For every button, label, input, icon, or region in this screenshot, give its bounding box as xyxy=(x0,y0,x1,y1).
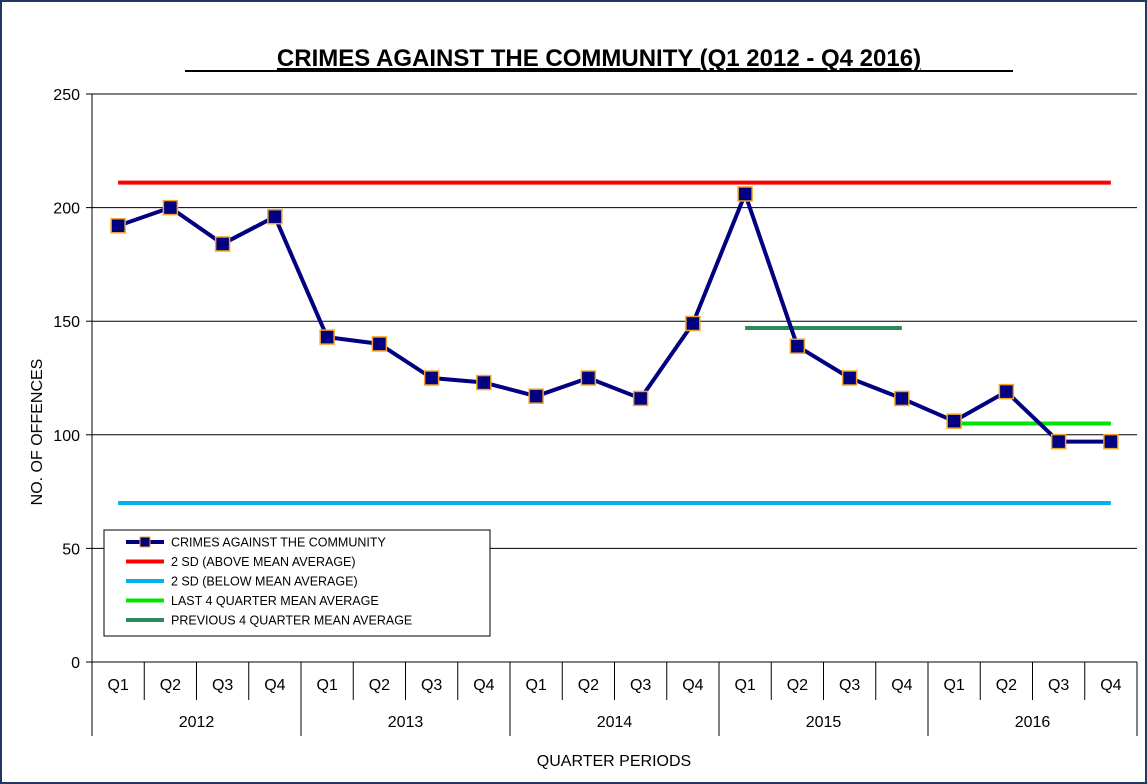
data-point xyxy=(110,218,126,234)
data-point xyxy=(580,370,597,386)
x-tick-label: Q3 xyxy=(1048,677,1069,694)
data-point xyxy=(1050,433,1067,450)
legend-item-prev-4q: PREVIOUS 4 QUARTER MEAN AVERAGE xyxy=(126,614,412,628)
x-tick-label: Q2 xyxy=(369,677,390,694)
y-tick-label: 250 xyxy=(53,87,80,104)
x-tick-label: Q1 xyxy=(525,677,546,694)
x-tick-label: Q1 xyxy=(316,677,337,694)
legend-item-crimes: CRIMES AGAINST THE COMMUNITY xyxy=(126,536,387,550)
year-label-2014: 2014 xyxy=(597,714,633,731)
data-point xyxy=(998,383,1015,400)
data-point xyxy=(1103,433,1119,450)
series-crimes xyxy=(110,186,1119,450)
data-point xyxy=(528,388,544,404)
x-tick-label: Q2 xyxy=(787,677,808,694)
x-tick-label: Q4 xyxy=(891,677,912,694)
y-axis: 0 50 100 150 200 250 xyxy=(53,87,93,672)
data-point xyxy=(632,390,649,407)
legend-item-2sd-below: 2 SD (BELOW MEAN AVERAGE) xyxy=(126,575,358,589)
x-tick-label: Q4 xyxy=(1100,677,1121,694)
year-label-2012: 2012 xyxy=(179,714,215,731)
reference-lines xyxy=(118,180,1111,505)
data-point xyxy=(789,338,806,354)
series-line-crimes xyxy=(117,191,1111,444)
year-label-2016: 2016 xyxy=(1015,714,1051,731)
data-point xyxy=(371,336,388,352)
x-tick-label: Q3 xyxy=(421,677,442,694)
chart-title: CRIMES AGAINST THE COMMUNITY (Q1 2012 - … xyxy=(277,45,921,72)
data-point xyxy=(841,370,858,386)
y-tick-label: 100 xyxy=(53,428,80,445)
year-label-2013: 2013 xyxy=(388,714,424,731)
legend-label: PREVIOUS 4 QUARTER MEAN AVERAGE xyxy=(171,614,412,628)
y-axis-title: NO. OF OFFENCES xyxy=(29,359,46,506)
data-point xyxy=(737,186,753,202)
y-tick-label: 0 xyxy=(71,655,80,672)
data-point xyxy=(946,413,962,429)
legend-marker xyxy=(139,536,151,548)
legend: CRIMES AGAINST THE COMMUNITY 2 SD (ABOVE … xyxy=(103,529,491,637)
x-axis-title: QUARTER PERIODS xyxy=(537,753,691,770)
data-point xyxy=(214,236,231,252)
year-label-2015: 2015 xyxy=(806,714,842,731)
data-point xyxy=(476,374,492,391)
x-tick-label: Q2 xyxy=(160,677,181,694)
x-axis: Q1 Q2 Q3 Q4 Q1 Q2 Q3 Q4 Q1 Q2 Q3 Q4 Q1 Q2 Q3 Q4 Q1 Q2 Q3 Q4… xyxy=(91,661,1138,736)
x-tick-label: Q4 xyxy=(264,677,285,694)
legend-label: 2 SD (BELOW MEAN AVERAGE) xyxy=(171,575,358,589)
x-tick-label: Q1 xyxy=(734,677,755,694)
x-tick-label: Q3 xyxy=(630,677,651,694)
y-tick-label: 200 xyxy=(53,201,80,218)
data-point xyxy=(319,329,335,345)
y-tick-label: 150 xyxy=(53,314,80,331)
legend-item-2sd-above: 2 SD (ABOVE MEAN AVERAGE) xyxy=(126,555,356,569)
legend-item-last-4q: LAST 4 QUARTER MEAN AVERAGE xyxy=(126,594,379,608)
x-tick-label: Q2 xyxy=(578,677,599,694)
legend-label: CRIMES AGAINST THE COMMUNITY xyxy=(171,536,387,550)
x-tick-label: Q2 xyxy=(996,677,1017,694)
x-tick-label: Q1 xyxy=(943,677,964,694)
data-point xyxy=(267,208,283,225)
legend-label: LAST 4 QUARTER MEAN AVERAGE xyxy=(171,594,379,608)
data-point xyxy=(162,199,179,216)
data-point xyxy=(423,370,440,386)
y-tick-label: 50 xyxy=(62,541,80,558)
legend-box xyxy=(103,529,491,637)
x-tick-label: Q1 xyxy=(107,677,128,694)
data-point xyxy=(685,315,701,332)
x-tick-label: Q4 xyxy=(473,677,494,694)
x-tick-label: Q4 xyxy=(682,677,703,694)
x-tick-label: Q3 xyxy=(212,677,233,694)
x-tick-label: Q3 xyxy=(839,677,860,694)
legend-label: 2 SD (ABOVE MEAN AVERAGE) xyxy=(171,555,356,569)
data-point xyxy=(894,390,910,407)
